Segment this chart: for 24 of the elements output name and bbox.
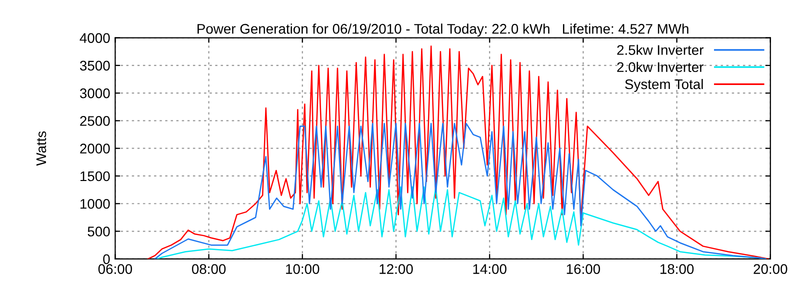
y-tick-label: 500 — [88, 226, 110, 236]
y-tick-label: 2500 — [80, 116, 110, 126]
x-tick-label: 18:00 — [660, 264, 694, 274]
y-axis-title: Watts — [36, 131, 46, 166]
line-series — [147, 45, 769, 259]
legend-label: System Total — [625, 78, 703, 92]
x-tick-label: 20:00 — [754, 264, 788, 274]
y-tick-label: 3000 — [80, 88, 110, 98]
x-tick-label: 12:00 — [380, 264, 413, 274]
x-tick-label: 08:00 — [192, 264, 226, 274]
chart-title: Power Generation for 06/19/2010 - Total Today: 22.0 kWh Lifetime: 4.527 MWh — [198, 24, 688, 37]
y-tick-label: 4000 — [80, 33, 110, 43]
y-tick-label: 2000 — [80, 144, 110, 154]
y-tick-label: 1500 — [80, 171, 110, 182]
y-tick-label: 1000 — [80, 198, 110, 209]
x-tick-label: 16:00 — [566, 264, 600, 274]
legend-label: 2.0kw Inverter — [617, 62, 704, 72]
legend-label: 2.5kw Inverter — [617, 44, 704, 55]
x-tick-label: 06:00 — [98, 264, 132, 274]
y-tick-label: 0 — [103, 254, 110, 264]
x-tick-label: 14:00 — [473, 264, 506, 274]
y-tick-label: 3500 — [80, 60, 110, 71]
line-series — [154, 122, 766, 259]
x-tick-label: 10:00 — [286, 264, 320, 274]
